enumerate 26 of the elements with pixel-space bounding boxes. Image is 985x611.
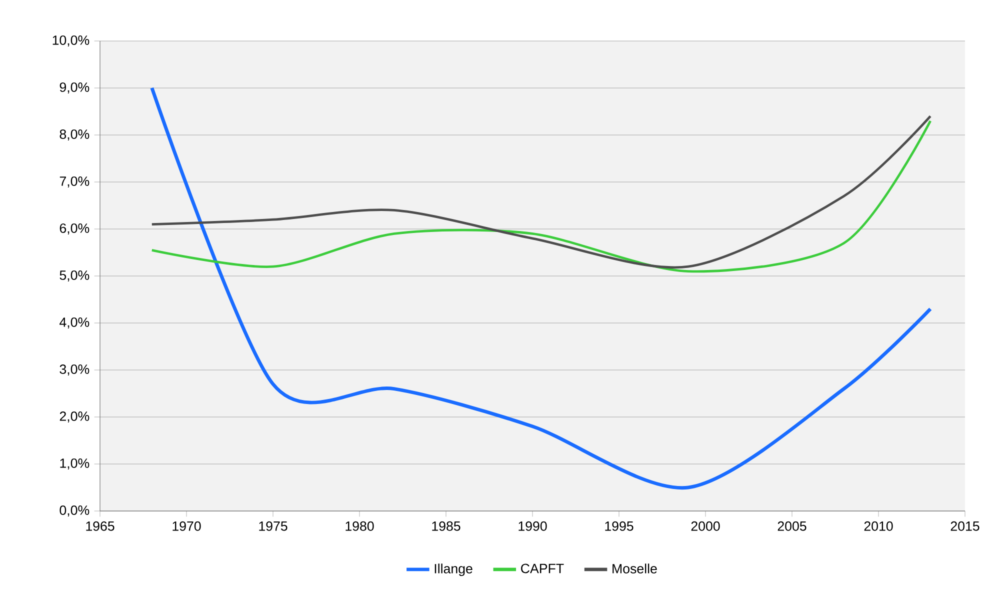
x-tick-label: 1980: [346, 521, 374, 531]
y-tick-label: 2,0%: [60, 411, 90, 423]
x-tick-label: 2000: [691, 521, 720, 531]
legend-label: CAPFT: [521, 564, 564, 574]
y-tick-label: 0,0%: [60, 505, 90, 517]
y-tick-label: 5,0%: [60, 270, 90, 282]
line-series: [150, 86, 932, 490]
x-tick-label: 2010: [864, 521, 893, 531]
x-tick-label: 1985: [432, 521, 460, 531]
y-tick-label: 3,0%: [60, 364, 90, 376]
x-tick-label: 1990: [518, 521, 547, 531]
x-tick-label: 1975: [259, 521, 288, 531]
x-tick-label: 2005: [778, 521, 806, 531]
y-tick-label: 9,0%: [60, 82, 90, 94]
y-tick-label: 7,0%: [60, 176, 90, 188]
x-tick-label: 2015: [950, 521, 980, 531]
x-tick-label: 1965: [86, 521, 114, 531]
y-tick-label: 8,0%: [60, 129, 90, 141]
legend-label: Moselle: [612, 564, 657, 574]
y-tick-label: 10,0%: [52, 35, 90, 47]
y-tick-label: 4,0%: [60, 317, 90, 329]
x-tick-label: 1995: [605, 521, 634, 531]
x-tick-label: 1970: [172, 521, 201, 531]
y-tick-label: 1,0%: [60, 458, 90, 470]
legend-label: Illange: [434, 564, 472, 576]
y-tick-label: 6,0%: [60, 223, 90, 235]
